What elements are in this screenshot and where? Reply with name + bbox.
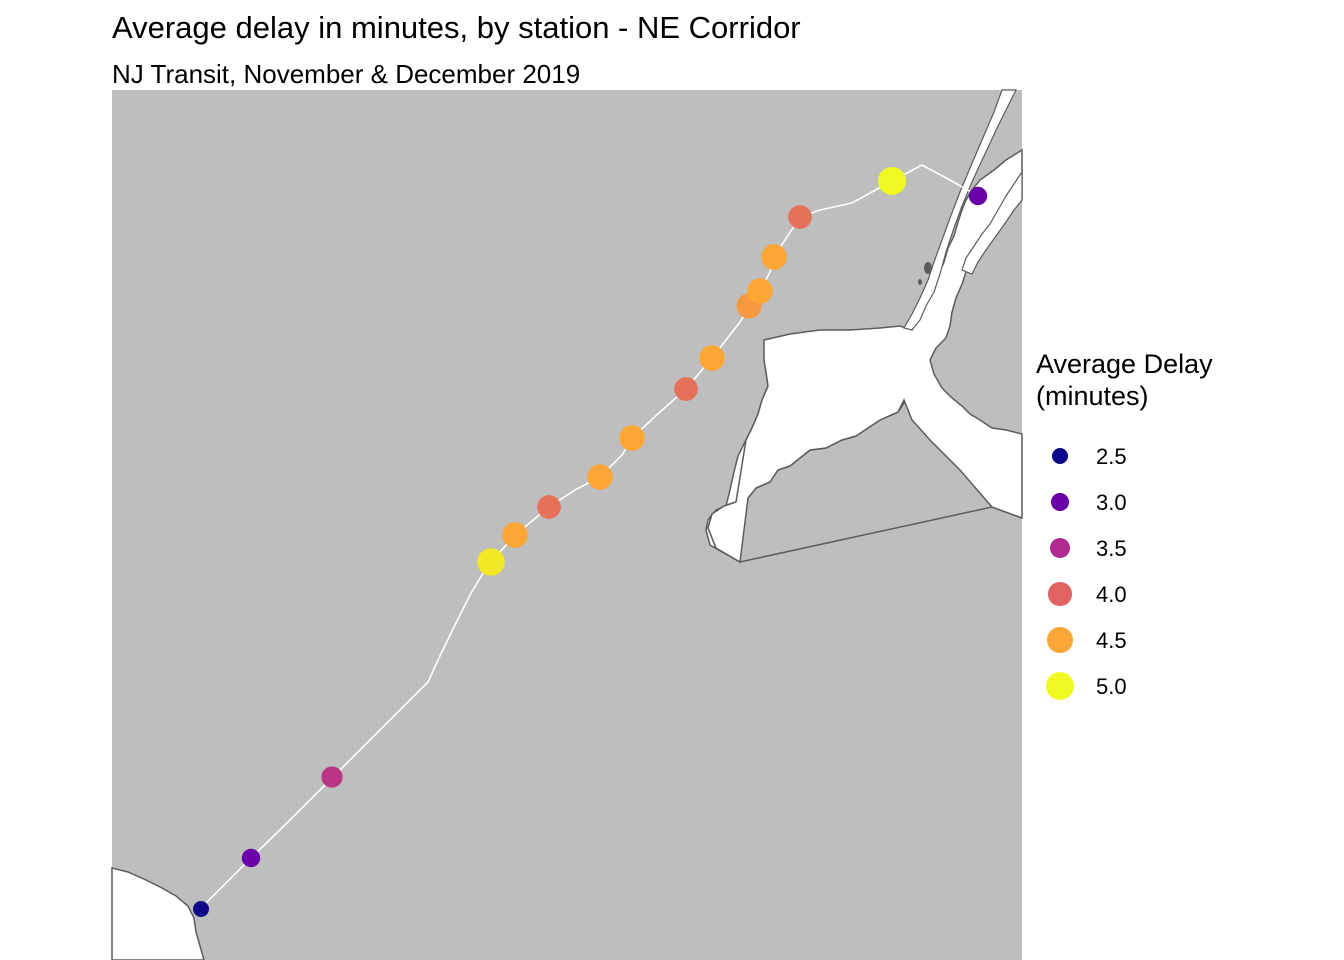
legend: Average Delay (minutes) 2.5 3.0 3.5 4.0 … — [1036, 348, 1213, 710]
legend-key-dot — [1052, 448, 1068, 464]
legend-key-dot — [1047, 627, 1073, 653]
legend-items: 2.5 3.0 3.5 4.0 4.5 5.0 — [1036, 434, 1213, 710]
legend-item: 4.0 — [1036, 572, 1213, 618]
legend-item: 3.5 — [1036, 526, 1213, 572]
legend-key-dot — [1050, 538, 1071, 559]
legend-key-dot — [1048, 582, 1071, 605]
station-point — [878, 167, 906, 195]
station-point — [674, 377, 698, 401]
station-point — [699, 345, 725, 371]
legend-title-line: (minutes) — [1036, 380, 1213, 412]
island — [918, 279, 922, 285]
station-point — [537, 495, 561, 519]
legend-title-line: Average Delay — [1036, 348, 1213, 380]
legend-item: 3.0 — [1036, 480, 1213, 526]
legend-label: 3.0 — [1096, 490, 1127, 516]
legend-key-dot — [1051, 493, 1069, 511]
station-point — [193, 901, 209, 917]
station-point — [502, 522, 528, 548]
legend-label: 4.5 — [1096, 628, 1127, 654]
legend-item: 5.0 — [1036, 664, 1213, 710]
legend-title: Average Delay (minutes) — [1036, 348, 1213, 412]
station-point — [587, 464, 613, 490]
station-point — [477, 548, 505, 576]
station-point — [619, 425, 645, 451]
legend-label: 2.5 — [1096, 444, 1127, 470]
legend-label: 4.0 — [1096, 582, 1127, 608]
legend-label: 3.5 — [1096, 536, 1127, 562]
station-point — [747, 278, 773, 304]
island — [924, 262, 932, 274]
station-point — [788, 205, 812, 229]
station-point — [321, 766, 342, 787]
station-point — [242, 849, 260, 867]
legend-item: 2.5 — [1036, 434, 1213, 480]
station-point — [761, 244, 787, 270]
land-mass — [112, 90, 1022, 960]
legend-item: 4.5 — [1036, 618, 1213, 664]
legend-label: 5.0 — [1096, 674, 1127, 700]
station-point — [969, 187, 987, 205]
legend-key-dot — [1046, 672, 1074, 700]
